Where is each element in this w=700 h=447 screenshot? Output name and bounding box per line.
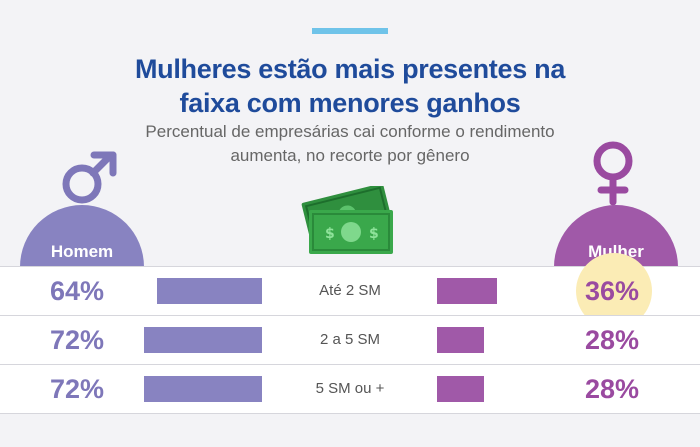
svg-text:$: $ (369, 226, 379, 242)
chart-row: 72% 2 a 5 SM 28% (0, 315, 700, 364)
chart-subtitle: Percentual de empresárias cai conforme o… (0, 120, 700, 168)
chart-title: Mulheres estão mais presentes na faixa c… (0, 52, 700, 120)
female-symbol-icon (588, 140, 638, 206)
accent-bar (312, 28, 388, 34)
subtitle-line-2: aumenta, no recorte por gênero (230, 146, 470, 165)
category-label: 2 a 5 SM (319, 331, 381, 348)
category-label: 5 SM ou + (315, 380, 385, 397)
male-bar (144, 376, 262, 402)
female-bar (437, 376, 484, 402)
female-percent-label: 28% (585, 325, 640, 355)
female-percent-label: 28% (585, 374, 640, 404)
male-percent-label: 64% (50, 276, 105, 306)
category-label: Até 2 SM (319, 282, 381, 299)
svg-text:$: $ (325, 226, 335, 242)
female-bar (437, 278, 497, 304)
female-bar (437, 327, 484, 353)
chart-row: 72% 5 SM ou + 28% (0, 364, 700, 414)
subtitle-line-1: Percentual de empresárias cai conforme o… (145, 122, 555, 141)
male-legend-label: Homem (50, 242, 114, 261)
male-percent-label: 72% (50, 374, 105, 404)
chart-row: 64% Até 2 SM 36% (0, 253, 700, 329)
male-bar (144, 327, 262, 353)
male-bar (157, 278, 262, 304)
title-line-1: Mulheres estão mais presentes na (134, 54, 566, 84)
title-line-2: faixa com menores ganhos (179, 88, 521, 118)
male-percent-label: 72% (50, 325, 105, 355)
money-bills-icon: $ $ (295, 186, 405, 262)
female-percent-label: 36% (585, 276, 640, 306)
male-symbol-icon (60, 150, 120, 208)
